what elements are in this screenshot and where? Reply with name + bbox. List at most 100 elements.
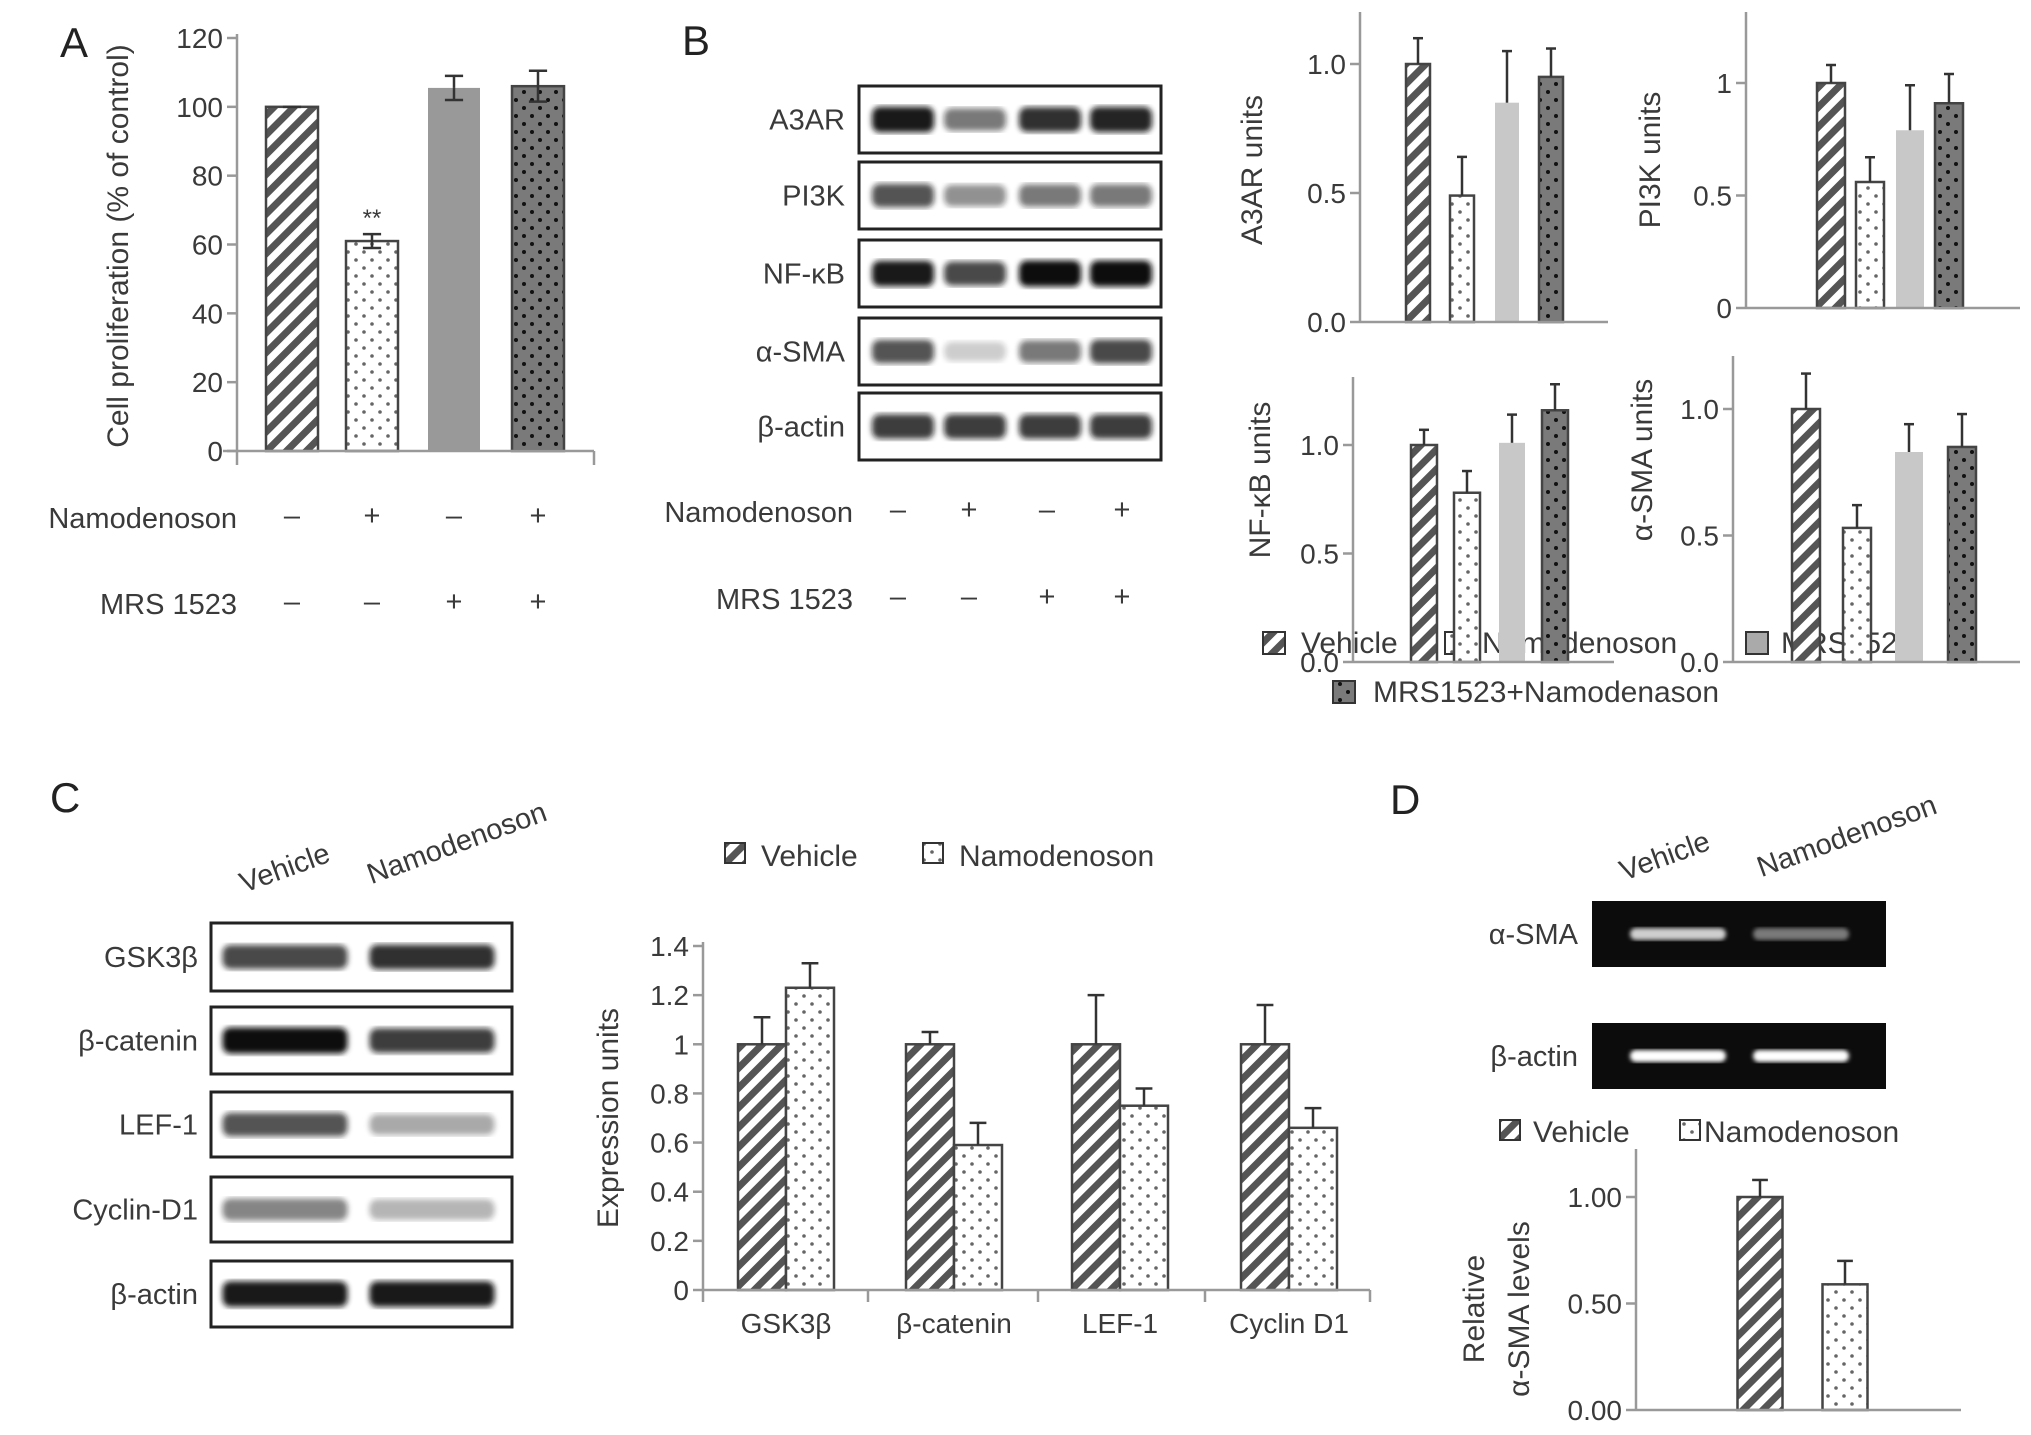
y-axis-label: Expression units — [592, 1008, 625, 1228]
y-tick-label: 1.0 — [1300, 430, 1339, 461]
gel-row: β-actin — [1490, 1023, 1886, 1089]
lane-label-namodenoson-d: Namodenoson — [1753, 789, 1941, 884]
dna-band — [1753, 928, 1849, 940]
bar-0 — [264, 105, 320, 453]
panel-c-legend: Vehicle Namodenoson — [724, 840, 1154, 873]
bar-vehicle-2 — [1070, 1043, 1122, 1292]
y-tick-label: 1.2 — [650, 980, 689, 1011]
y-tick-label: 0.5 — [1307, 178, 1346, 209]
blot-row: LEF-1 — [119, 1090, 514, 1159]
y-tick-label: 0.8 — [650, 1078, 689, 1109]
minus-mark: – — [364, 586, 381, 618]
gel-row: α-SMA — [1489, 901, 1886, 967]
y-axis-label: Cell proliferation (% of control) — [102, 44, 135, 448]
blot-label: LEF-1 — [119, 1110, 198, 1142]
protein-band — [1019, 340, 1081, 363]
protein-band — [944, 108, 1006, 131]
bar-2 — [1499, 442, 1525, 662]
blot-label: β-actin — [110, 1279, 198, 1311]
treatment-row-label: MRS 1523 — [716, 584, 853, 616]
blot-label: Cyclin-D1 — [72, 1195, 198, 1227]
bar-3 — [1933, 102, 1965, 310]
chart-c: 0 0.2 0.4 0.6 0.8 1 1.2 1.4 Expression units GSK3… — [592, 931, 1372, 1339]
treatment-row-label: Namodenoson — [664, 497, 853, 529]
bars-layer — [1409, 409, 1570, 664]
protein-band — [1019, 414, 1081, 439]
y-tick-label: 20 — [192, 367, 223, 398]
error-bars-layer — [1752, 1178, 1853, 1285]
protein-band — [872, 339, 934, 364]
protein-band — [1090, 339, 1152, 364]
y-tick-label: 0.00 — [1568, 1395, 1623, 1426]
plus-mark: + — [364, 500, 381, 532]
y-axis-label: A3AR units — [1236, 95, 1269, 245]
bars-layer — [1736, 1195, 1869, 1412]
panel-letter-c: C — [50, 774, 80, 821]
chart-a: 0 20 40 60 80 100 120 Cell proliferation (% of … — [102, 23, 596, 467]
protein-band — [1090, 260, 1152, 287]
y-tick-label: 0.0 — [1300, 647, 1339, 678]
x-tick-label: Cyclin D1 — [1229, 1308, 1349, 1339]
panel-letter-d: D — [1390, 776, 1420, 823]
bar-0 — [1736, 1195, 1784, 1412]
bar-0 — [1815, 81, 1847, 310]
panel-d-legend: Vehicle Namodenoson — [1499, 1116, 1899, 1149]
protein-band — [872, 260, 934, 287]
blot-row: NF-κB — [763, 238, 1163, 309]
protein-band — [369, 1114, 495, 1135]
plus-mark: + — [530, 500, 547, 532]
blot-label: β-actin — [757, 412, 845, 444]
legend-swatch-vehicle — [1499, 1119, 1521, 1141]
bar-2 — [1495, 102, 1519, 322]
blot-label: β-catenin — [78, 1026, 198, 1058]
treatment-row-label: MRS 1523 — [100, 589, 237, 621]
blot-label: A3AR — [769, 105, 845, 137]
bar-namodenoson-0 — [784, 986, 836, 1292]
x-tick-label: β-catenin — [896, 1308, 1012, 1339]
chart-b1: 0.0 0.5 1.0 A3AR units — [1236, 12, 1608, 338]
bar-namodenoson-2 — [1118, 1104, 1170, 1292]
y-tick-label: 0.4 — [650, 1177, 689, 1208]
y-tick-label: 0 — [1716, 293, 1732, 324]
y-tick-label: 100 — [176, 92, 223, 123]
minus-mark: – — [890, 494, 907, 526]
chart-d: 0.00 0.50 1.00 Relative α-SMA levels — [1458, 1149, 1961, 1426]
y-axis-label: α-SMA levels — [1503, 1221, 1536, 1397]
bar-3 — [1540, 409, 1570, 664]
protein-band — [1090, 106, 1152, 133]
blot-row: A3AR — [769, 84, 1163, 155]
protein-band — [1090, 414, 1152, 439]
blot-label: NF-κB — [763, 259, 845, 291]
blot-row: β-catenin — [78, 1005, 514, 1076]
gel-label: β-actin — [1490, 1041, 1578, 1073]
minus-mark: – — [890, 581, 907, 613]
panel-c-western-blots: GSK3β β-catenin LEF-1 Cyclin-D1 β-actin — [72, 921, 514, 1329]
bar-1 — [1821, 1283, 1869, 1412]
y-tick-label: 0.5 — [1680, 521, 1719, 552]
error-bars-layer — [1419, 382, 1560, 493]
y-tick-label: 0 — [207, 436, 223, 467]
protein-band — [944, 341, 1006, 362]
protein-band — [369, 944, 495, 970]
y-tick-label: 60 — [192, 230, 223, 261]
bar-namodenoson-3 — [1287, 1126, 1339, 1292]
error-bars-layer — [1413, 36, 1556, 196]
bar-1 — [1448, 194, 1476, 324]
legend-label-combination: MRS1523+Namodenason — [1373, 676, 1719, 709]
plus-mark: + — [530, 586, 547, 618]
bars-layer — [736, 986, 1339, 1292]
bar-3 — [1946, 445, 1978, 664]
legend-swatch-namodenoson — [1679, 1119, 1701, 1141]
y-tick-label: 0.0 — [1307, 307, 1346, 338]
error-bars-layer — [282, 69, 548, 250]
blot-row: PI3K — [782, 160, 1163, 231]
legend-label-vehicle: Vehicle — [761, 840, 858, 873]
bar-2 — [428, 87, 480, 451]
y-tick-label: 0.2 — [650, 1226, 689, 1257]
plus-mark: + — [1039, 581, 1056, 613]
minus-mark: – — [1039, 494, 1056, 526]
gel-label: α-SMA — [1489, 919, 1579, 951]
y-tick-label: 1.4 — [650, 931, 689, 962]
blot-label: PI3K — [782, 181, 846, 213]
